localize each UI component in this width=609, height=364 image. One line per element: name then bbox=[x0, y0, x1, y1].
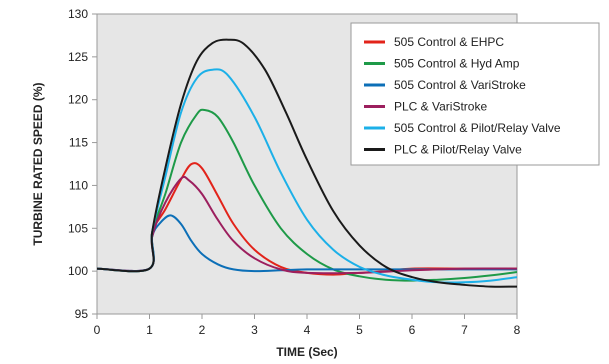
legend-label: 505 Control & VariStroke bbox=[394, 78, 526, 92]
series-line-6 bbox=[96, 38, 518, 288]
legend-label: PLC & Pilot/Relay Valve bbox=[394, 143, 522, 157]
y-tick-label: 115 bbox=[69, 136, 88, 150]
x-tick-label: 0 bbox=[94, 323, 101, 337]
series-lines bbox=[96, 38, 518, 288]
y-axis-title: TURBINE RATED SPEED (%) bbox=[31, 82, 45, 245]
x-tick-label: 5 bbox=[356, 323, 363, 337]
legend-box bbox=[350, 22, 600, 166]
x-tick-label: 2 bbox=[199, 323, 206, 337]
x-tick-label: 3 bbox=[251, 323, 258, 337]
y-tick-label: 130 bbox=[68, 7, 88, 21]
y-tick-label: 110 bbox=[69, 178, 88, 192]
series-line-3 bbox=[96, 214, 517, 273]
x-axis-title: TIME (Sec) bbox=[276, 345, 337, 359]
legend-label: 505 Control & Hyd Amp bbox=[394, 57, 520, 71]
y-tick-label: 100 bbox=[68, 264, 88, 278]
axis-ticks: 95 100 105 110 115 120 125 130 0 1 2 3 4 5 6 7 8 bbox=[68, 7, 521, 337]
x-tick-label: 6 bbox=[409, 323, 416, 337]
y-tick-label: 125 bbox=[68, 50, 88, 64]
y-tick-label: 120 bbox=[68, 93, 88, 107]
y-tick-label: 105 bbox=[68, 221, 88, 235]
x-tick-label: 4 bbox=[304, 323, 311, 337]
legend-label: 505 Control & Pilot/Relay Valve bbox=[394, 121, 561, 135]
legend: 505 Control & EHPC 505 Control & Hyd Amp 5… bbox=[350, 22, 600, 166]
series-line-4 bbox=[96, 175, 518, 275]
y-tick-label: 95 bbox=[75, 307, 89, 321]
legend-label: 505 Control & EHPC bbox=[394, 35, 504, 49]
x-tick-label: 8 bbox=[514, 323, 521, 337]
series-line-2 bbox=[96, 108, 518, 282]
legend-label: PLC & VariStroke bbox=[394, 100, 487, 114]
x-tick-label: 1 bbox=[146, 323, 153, 337]
x-tick-label: 7 bbox=[461, 323, 468, 337]
